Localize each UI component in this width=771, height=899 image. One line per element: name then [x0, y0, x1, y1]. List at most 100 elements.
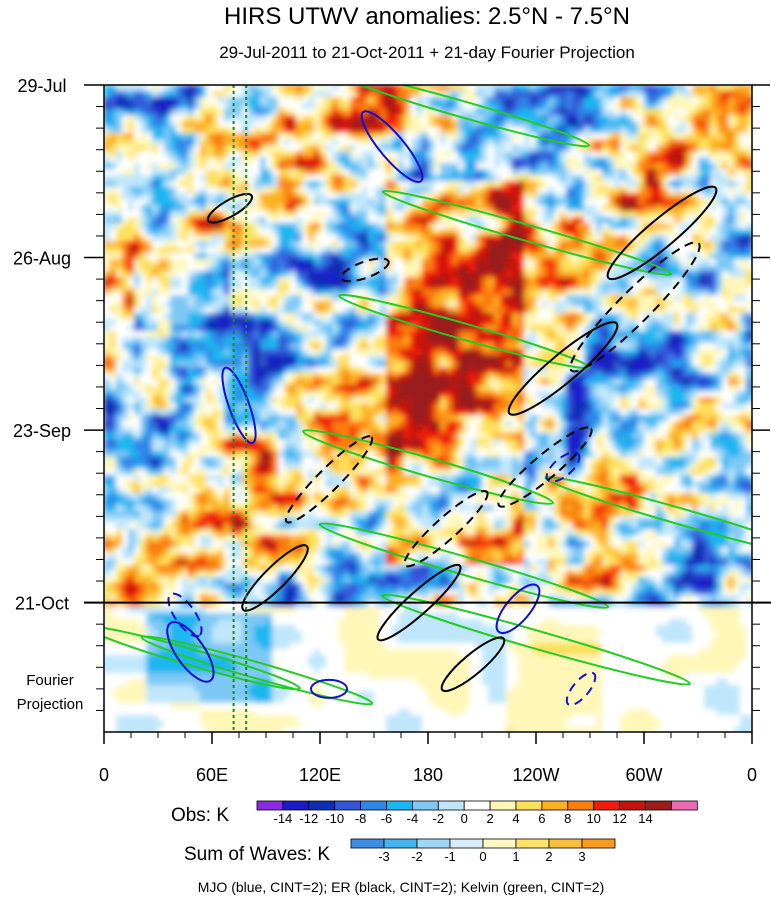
field-cell — [206, 199, 213, 206]
field-cell — [404, 343, 411, 350]
field-cell — [248, 175, 255, 182]
field-cell — [200, 319, 207, 326]
field-cell — [332, 331, 339, 338]
field-cell — [362, 157, 369, 164]
field-cell — [524, 205, 531, 212]
field-cell — [116, 181, 123, 188]
field-cell — [734, 157, 741, 164]
field-cell — [194, 145, 201, 152]
field-cell — [710, 211, 717, 218]
field-cell — [464, 133, 471, 140]
field-cell — [236, 289, 243, 296]
field-cell — [140, 301, 147, 308]
field-cell — [428, 223, 435, 230]
field-cell — [566, 289, 573, 296]
field-cell — [344, 223, 351, 230]
field-cell — [152, 301, 159, 308]
field-cell — [266, 277, 273, 284]
field-cell — [176, 205, 183, 212]
field-cell — [464, 199, 471, 206]
field-cell — [686, 349, 693, 356]
field-cell — [620, 85, 627, 92]
field-cell — [494, 121, 501, 128]
field-cell — [686, 187, 693, 194]
field-cell — [182, 199, 189, 206]
field-cell — [428, 313, 435, 320]
field-cell — [638, 337, 645, 344]
field-cell — [602, 91, 609, 98]
field-cell — [302, 199, 309, 206]
field-cell — [266, 121, 273, 128]
field-cell — [194, 103, 201, 110]
field-cell — [404, 109, 411, 116]
field-cell — [722, 193, 729, 200]
field-cell — [338, 355, 345, 362]
field-cell — [422, 151, 429, 158]
field-cell — [554, 199, 561, 206]
field-cell — [254, 97, 261, 104]
field-cell — [194, 289, 201, 296]
field-cell — [578, 349, 585, 356]
field-cell — [584, 217, 591, 224]
field-cell — [500, 325, 507, 332]
field-cell — [344, 307, 351, 314]
field-cell — [500, 169, 507, 176]
field-cell — [488, 157, 495, 164]
field-cell — [176, 211, 183, 218]
field-cell — [710, 319, 717, 326]
field-cell — [356, 247, 363, 254]
field-cell — [164, 97, 171, 104]
field-cell — [566, 307, 573, 314]
field-cell — [722, 235, 729, 242]
field-cell — [176, 145, 183, 152]
field-cell — [230, 139, 237, 146]
field-cell — [554, 211, 561, 218]
field-cell — [332, 355, 339, 362]
field-cell — [350, 313, 357, 320]
field-cell — [398, 127, 405, 134]
field-cell — [320, 307, 327, 314]
field-cell — [290, 277, 297, 284]
field-cell — [158, 349, 165, 356]
field-cell — [110, 283, 117, 290]
field-cell — [524, 277, 531, 284]
field-cell — [110, 235, 117, 242]
field-cell — [242, 181, 249, 188]
field-cell — [368, 247, 375, 254]
field-cell — [638, 313, 645, 320]
field-cell — [236, 235, 243, 242]
field-cell — [296, 211, 303, 218]
field-cell — [188, 193, 195, 200]
field-cell — [422, 91, 429, 98]
field-cell — [206, 349, 213, 356]
field-cell — [134, 199, 141, 206]
field-cell — [248, 331, 255, 338]
field-cell — [512, 343, 519, 350]
field-cell — [200, 307, 207, 314]
field-cell — [650, 103, 657, 110]
field-cell — [608, 289, 615, 296]
field-cell — [278, 229, 285, 236]
field-cell — [458, 115, 465, 122]
field-cell — [422, 241, 429, 248]
field-cell — [686, 217, 693, 224]
field-cell — [608, 241, 615, 248]
field-cell — [590, 337, 597, 344]
field-cell — [200, 109, 207, 116]
field-cell — [224, 283, 231, 290]
field-cell — [278, 253, 285, 260]
field-cell — [158, 361, 165, 368]
field-cell — [134, 349, 141, 356]
field-cell — [260, 103, 267, 110]
field-cell — [440, 163, 447, 170]
field-cell — [530, 331, 537, 338]
field-cell — [458, 241, 465, 248]
field-cell — [302, 343, 309, 350]
field-cell — [452, 229, 459, 236]
field-cell — [680, 277, 687, 284]
field-cell — [350, 163, 357, 170]
field-cell — [458, 313, 465, 320]
field-cell — [356, 175, 363, 182]
field-cell — [536, 331, 543, 338]
field-cell — [614, 103, 621, 110]
